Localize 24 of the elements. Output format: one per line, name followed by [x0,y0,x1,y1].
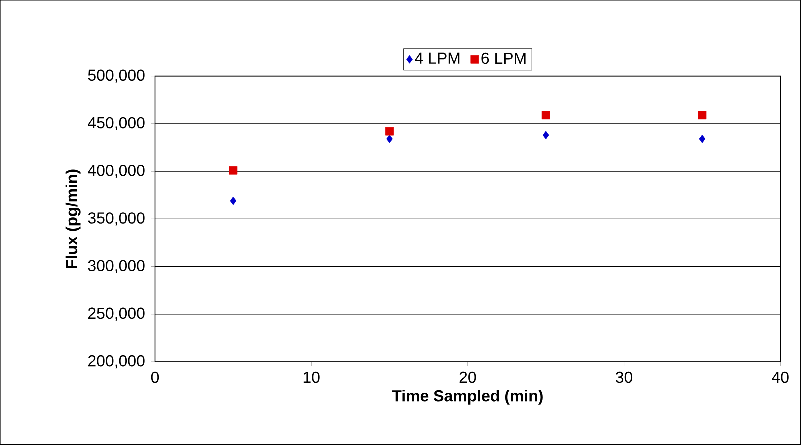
y-tick-label: 450,000 [88,117,145,130]
y-tick-label: 300,000 [88,260,145,274]
x-axis-title: Time Sampled (min) [392,390,543,405]
y-tick-label: 250,000 [88,308,145,321]
x-tick-label: 40 [772,372,789,383]
x-tick-label: 30 [616,372,633,383]
point [230,196,237,206]
point [229,166,238,175]
y-tick-label: 400,000 [88,164,145,178]
point [386,134,393,144]
legend-label: 4 LPM [415,52,460,64]
y-tick-label: 500,000 [88,70,145,83]
legend-label: 6 LPM [482,52,526,64]
point [386,127,394,136]
y-axis-title: Flux (pg/min) [66,170,81,268]
y-tick-label: 350,000 [88,212,145,226]
point [698,110,707,120]
point [542,110,550,120]
y-tick-label: 200,000 [88,355,145,368]
x-tick-label: 10 [304,372,320,383]
point [542,130,550,140]
point [699,134,706,144]
x-tick-label: 20 [460,372,476,383]
x-tick-label: 0 [151,372,160,383]
